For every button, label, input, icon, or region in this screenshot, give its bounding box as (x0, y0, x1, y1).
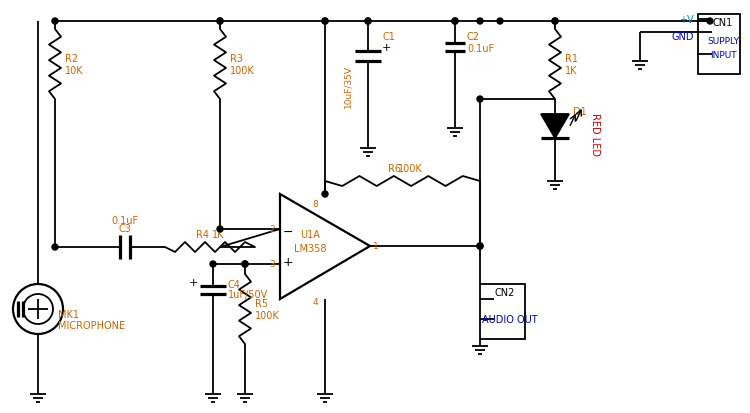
Text: R5: R5 (255, 298, 268, 308)
Circle shape (217, 226, 223, 233)
Circle shape (52, 244, 58, 250)
Text: 4: 4 (312, 297, 318, 306)
Circle shape (217, 19, 223, 25)
Text: 100K: 100K (230, 66, 255, 76)
Circle shape (52, 19, 58, 25)
Circle shape (477, 243, 483, 249)
Polygon shape (541, 115, 569, 139)
Text: C2: C2 (467, 32, 480, 42)
Text: 100K: 100K (255, 310, 280, 320)
Text: R2: R2 (65, 54, 78, 64)
Circle shape (322, 192, 328, 197)
Circle shape (552, 19, 558, 25)
Text: 0.1uF: 0.1uF (112, 216, 139, 225)
Text: 1K: 1K (565, 66, 578, 76)
Circle shape (217, 19, 223, 25)
Text: 2: 2 (269, 225, 275, 234)
Circle shape (477, 97, 483, 103)
Circle shape (365, 19, 371, 25)
Text: R4: R4 (196, 230, 208, 240)
Text: C4: C4 (228, 279, 241, 289)
Text: MK1: MK1 (58, 309, 79, 319)
Text: CN1: CN1 (712, 18, 733, 28)
Text: +: + (382, 43, 392, 53)
Text: C1: C1 (383, 32, 396, 42)
Text: C3: C3 (118, 223, 131, 233)
Text: R6: R6 (388, 164, 401, 173)
Circle shape (477, 19, 483, 25)
Text: R1: R1 (565, 54, 578, 64)
Text: INPUT: INPUT (710, 50, 736, 59)
Text: +: + (189, 277, 198, 287)
Text: D1: D1 (573, 107, 586, 117)
Text: MICROPHONE: MICROPHONE (58, 320, 125, 330)
Text: 10uF/35V: 10uF/35V (344, 65, 352, 108)
Text: −: − (283, 225, 293, 238)
Circle shape (552, 19, 558, 25)
Bar (698, 15, 740, 75)
Circle shape (497, 19, 503, 25)
Bar (480, 284, 525, 339)
Text: LM358: LM358 (294, 243, 326, 254)
Text: GND: GND (671, 32, 694, 42)
Text: 1uF/50V: 1uF/50V (228, 289, 268, 299)
Circle shape (210, 261, 216, 267)
Circle shape (452, 19, 458, 25)
Text: AUDIO OUT: AUDIO OUT (482, 314, 538, 324)
Circle shape (322, 19, 328, 25)
Text: 3: 3 (269, 260, 275, 269)
Text: SUPPLY: SUPPLY (707, 36, 739, 45)
Text: RED LED: RED LED (590, 113, 600, 156)
Circle shape (452, 19, 458, 25)
Text: 0.1uF: 0.1uF (467, 44, 494, 54)
Text: +: + (283, 256, 293, 269)
Text: 8: 8 (312, 199, 318, 209)
Circle shape (242, 261, 248, 267)
Text: U1A: U1A (300, 230, 320, 240)
Text: CN2: CN2 (495, 287, 515, 297)
Circle shape (477, 243, 483, 249)
Text: 1K: 1K (211, 230, 224, 240)
Text: 10K: 10K (65, 66, 84, 76)
Text: +V: +V (680, 15, 694, 25)
Circle shape (365, 19, 371, 25)
Circle shape (322, 19, 328, 25)
Circle shape (242, 261, 248, 267)
Text: R3: R3 (230, 54, 243, 64)
Circle shape (707, 19, 713, 25)
Text: 1: 1 (373, 242, 379, 251)
Text: 100K: 100K (398, 164, 423, 173)
